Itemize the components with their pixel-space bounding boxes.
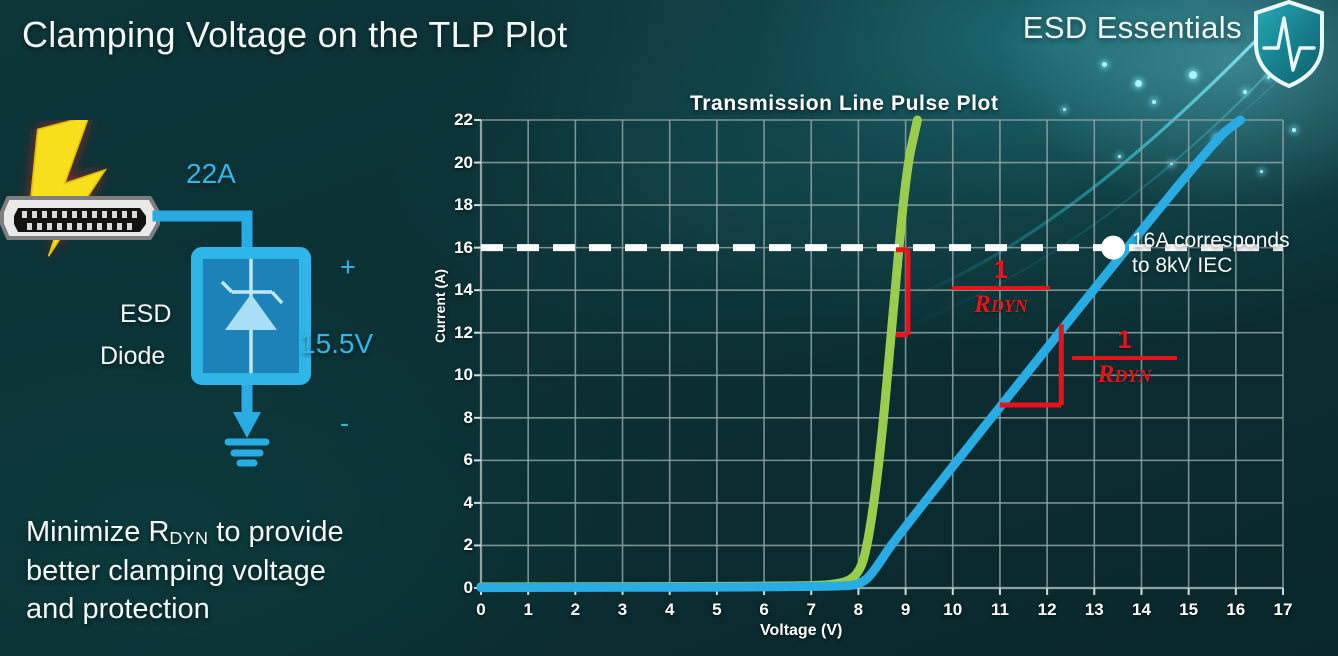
hdmi-connector-icon bbox=[0, 196, 160, 240]
chart-x-tick-label: 6 bbox=[759, 600, 769, 619]
chart-x-tick-label: 2 bbox=[570, 600, 581, 619]
sparkle-dot bbox=[1243, 90, 1247, 94]
brand-label: ESD Essentials bbox=[1022, 10, 1242, 45]
chart-x-tick-label: 3 bbox=[617, 600, 628, 619]
chart-x-tick-label: 0 bbox=[476, 600, 486, 619]
slope-label-steep-denominator: RDYN bbox=[974, 291, 1028, 318]
chart-x-tick-label: 12 bbox=[1037, 600, 1057, 619]
chart-x-tick-label: 9 bbox=[900, 600, 911, 619]
sparkle-dot bbox=[1118, 155, 1121, 158]
chart-x-tick-label: 8 bbox=[853, 600, 864, 619]
fraction-bar-icon bbox=[952, 286, 1050, 290]
chart-plot-area bbox=[474, 115, 1284, 595]
chart-x-tick-label: 5 bbox=[712, 600, 722, 619]
chart-y-tick-label: 2 bbox=[463, 535, 473, 555]
chart-x-axis-label: Voltage (V) bbox=[760, 622, 843, 639]
caption-text: Minimize RDYN to provide better clamping… bbox=[26, 513, 446, 629]
tlp-chart: Transmission Line Pulse Plot Current (A)… bbox=[412, 88, 1338, 656]
ground-symbol-icon bbox=[224, 438, 270, 467]
device-label-line2: Diode bbox=[100, 342, 166, 370]
caption-line1-post: to provide bbox=[208, 516, 344, 548]
esd-protection-diagram: 22A ESD Diode 15.5V + - bbox=[0, 120, 420, 500]
shield-pulse-icon bbox=[1254, 0, 1324, 89]
chart-y-tick-label: 10 bbox=[454, 365, 473, 385]
chart-y-tick-label: 14 bbox=[454, 280, 473, 300]
diode-triangle bbox=[225, 294, 277, 330]
caption-line1: Minimize RDYN to provide bbox=[26, 516, 344, 548]
polarity-plus-label: + bbox=[340, 252, 356, 282]
chart-x-tick-label: 16 bbox=[1226, 600, 1246, 619]
caption-line3: and protection bbox=[26, 593, 210, 626]
slope-label-shallow-numerator: 1 bbox=[1117, 326, 1132, 354]
chart-y-tick-label: 12 bbox=[454, 322, 473, 342]
sparkle-dot bbox=[1260, 170, 1263, 173]
page-title: Clamping Voltage on the TLP Plot bbox=[22, 14, 568, 55]
slope-label-shallow-denominator: RDYN bbox=[1097, 361, 1152, 388]
sparkle-dot bbox=[1102, 62, 1107, 67]
threshold-note-line1: 16A corresponds bbox=[1132, 229, 1290, 252]
sparkle-dot bbox=[1135, 80, 1142, 87]
chart-y-tick-label: 20 bbox=[454, 152, 473, 172]
caption-line2: better clamping voltage bbox=[26, 554, 326, 587]
chart-x-tick-label: 1 bbox=[523, 600, 533, 619]
slope-label-steep-numerator: 1 bbox=[994, 256, 1008, 284]
chart-markers bbox=[1101, 235, 1126, 260]
ground-arrow bbox=[233, 412, 261, 438]
sparkle-dot bbox=[1152, 100, 1156, 104]
chart-y-tick-label: 8 bbox=[463, 407, 473, 427]
sparkle-dot bbox=[1292, 128, 1296, 132]
chart-y-tick-label: 16 bbox=[454, 237, 473, 257]
slope-label-shallow: 1 RDYN bbox=[1072, 328, 1177, 387]
threshold-note-line2: to 8kV IEC bbox=[1132, 254, 1233, 278]
caption-line1-subscript: DYN bbox=[169, 528, 209, 549]
chart-y-tick-label: 22 bbox=[454, 110, 473, 129]
chart-x-tick-label: 15 bbox=[1179, 600, 1199, 619]
chart-x-tick-label: 10 bbox=[943, 600, 963, 619]
chart-y-tick-label: 0 bbox=[463, 578, 473, 597]
chart-series bbox=[476, 115, 1246, 593]
slope-label-steep: 1 RDYN bbox=[952, 258, 1050, 317]
polarity-minus-label: - bbox=[340, 408, 349, 438]
chart-y-tick-label: 6 bbox=[463, 450, 473, 470]
fraction-bar-icon bbox=[1072, 356, 1177, 360]
chart-x-tick-label: 7 bbox=[806, 600, 816, 619]
chart-x-tick-label: 17 bbox=[1273, 600, 1293, 619]
chart-x-tick-label: 11 bbox=[990, 600, 1009, 619]
chart-y-tick-label: 4 bbox=[463, 492, 473, 512]
sparkle-dot bbox=[1063, 108, 1066, 111]
chart-slope-triangles bbox=[895, 247, 1064, 408]
caption-line1-pre: Minimize R bbox=[26, 516, 170, 548]
chart-title: Transmission Line Pulse Plot bbox=[690, 92, 999, 115]
chart-y-tick-label: 18 bbox=[454, 195, 473, 215]
device-label-line1: ESD bbox=[120, 300, 172, 328]
chart-x-tick-label: 4 bbox=[664, 600, 675, 619]
sparkle-dot bbox=[1170, 162, 1173, 165]
threshold-note: 16A corresponds to 8kV IEC bbox=[1132, 228, 1338, 278]
current-label: 22A bbox=[186, 158, 236, 189]
chart-x-tick-label: 14 bbox=[1132, 600, 1151, 619]
sparkle-dot bbox=[1267, 76, 1270, 79]
sparkle-dot bbox=[1189, 71, 1197, 79]
voltage-label: 15.5V bbox=[300, 328, 374, 359]
chart-x-tick-label: 13 bbox=[1084, 600, 1104, 619]
